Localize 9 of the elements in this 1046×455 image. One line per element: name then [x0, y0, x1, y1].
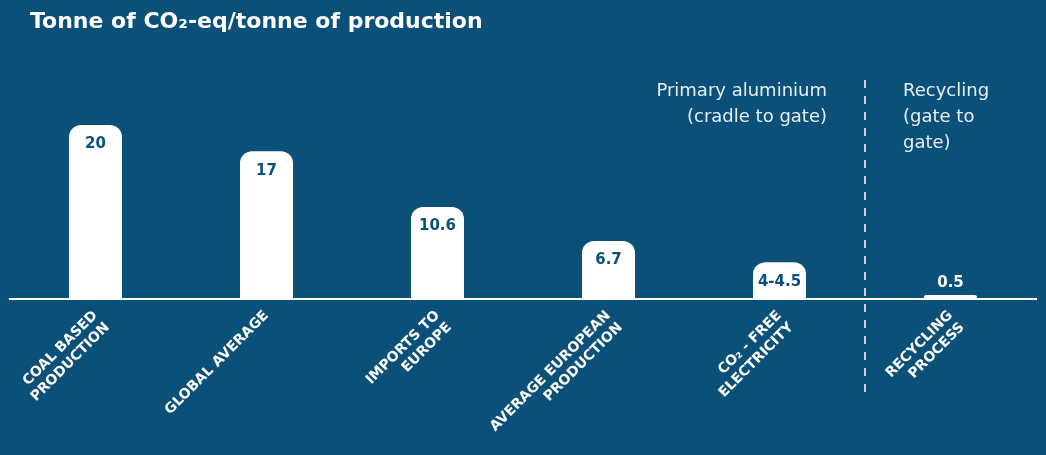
data-label: 17 [256, 160, 277, 179]
data-label: 20 [85, 134, 106, 153]
annotation: Primary aluminium (cradle to gate) [656, 78, 827, 126]
annotation: Recycling (gate to gate) [903, 78, 990, 152]
data-label: 4-4.5 [757, 271, 802, 290]
chart-title: Tonne of CO₂-eq/tonne of production [29, 7, 484, 35]
data-label: 10.6 [418, 216, 457, 235]
data-label: 6.7 [595, 250, 622, 269]
data-label: 0.5 [937, 273, 964, 292]
